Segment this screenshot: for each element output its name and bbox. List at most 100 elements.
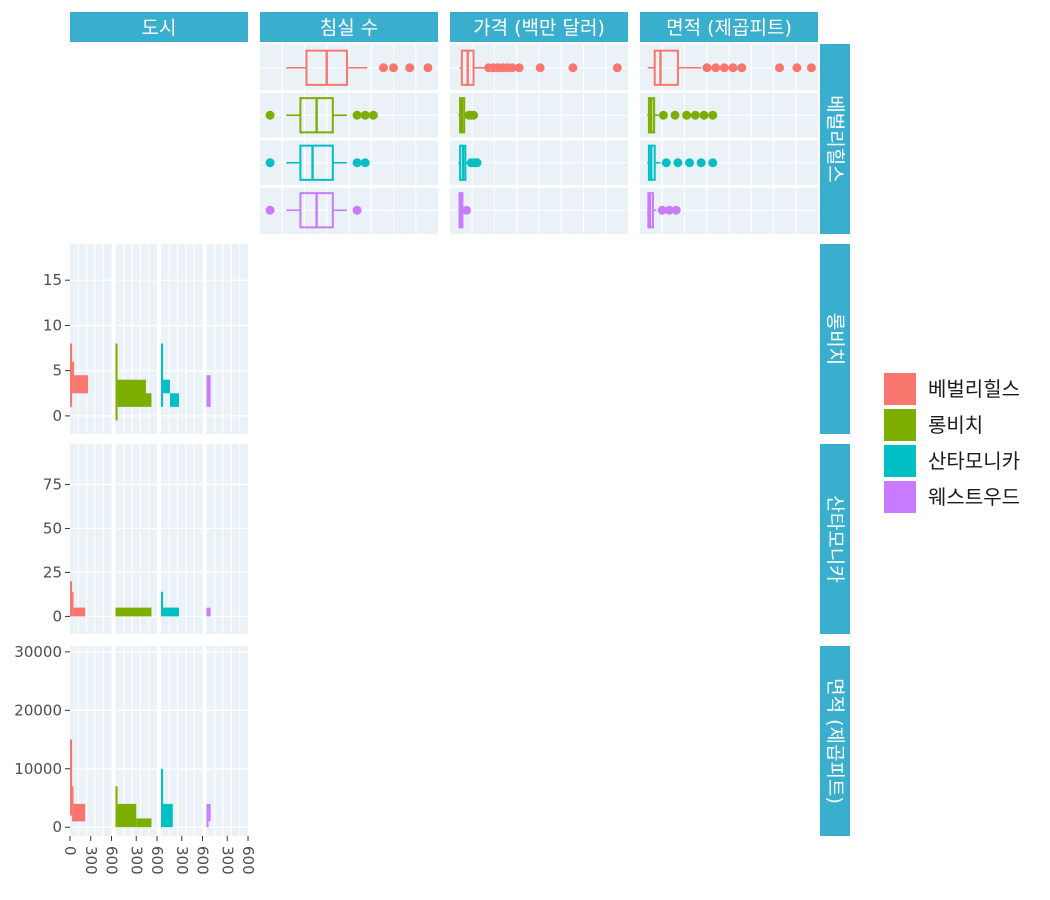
bar (169, 393, 179, 407)
x-tick-label: 600 (194, 846, 212, 875)
x-tick-label: 600 (103, 846, 121, 875)
strip-right-label: 베벌리힐스 (824, 95, 846, 182)
y-tick-label: 10 (43, 316, 62, 334)
bar (136, 818, 152, 828)
bar (206, 607, 211, 617)
bar (70, 581, 73, 617)
x-tick-label: 600 (239, 846, 257, 875)
bar (72, 786, 74, 822)
boxplot-outlier (708, 110, 718, 120)
bar (70, 739, 73, 816)
y-tick-label: 75 (43, 475, 62, 493)
boxplot-outlier (535, 63, 545, 73)
strip-top (260, 12, 438, 42)
boxplot-outlier (737, 63, 747, 73)
strip-right-label: 산타모니카 (824, 495, 846, 582)
bar (117, 803, 137, 828)
legend-label: 롱비치 (928, 413, 983, 437)
boxplot-outlier (657, 205, 667, 215)
boxplot-outlier (423, 63, 433, 73)
bar (73, 607, 86, 617)
boxplot-outlier (670, 110, 680, 120)
y-tick-label: 0 (52, 818, 62, 836)
boxplot-outlier (658, 110, 668, 120)
boxplot-outlier (806, 63, 816, 73)
legend-key (884, 481, 916, 513)
x-tick-label: 300 (127, 846, 145, 875)
boxplot-outlier (368, 110, 378, 120)
legend-key (884, 409, 916, 441)
boxplot-outlier (612, 63, 622, 73)
strip-top-label: 면적 (제곱피트) (666, 17, 792, 39)
boxplot-outlier (352, 205, 362, 215)
strip-top-label: 침실 수 (320, 17, 378, 39)
x-tick-label: 0 (61, 846, 79, 856)
legend-label: 베벌리힐스 (928, 377, 1020, 401)
bar (208, 803, 211, 822)
boxplot-outlier (682, 110, 692, 120)
bar (115, 786, 118, 828)
y-tick-label: 10000 (14, 760, 62, 778)
strip-top (640, 12, 818, 42)
boxplot-outlier (699, 110, 709, 120)
strip-right (820, 44, 850, 234)
boxplot-box (299, 144, 334, 181)
boxplot-outlier (728, 63, 738, 73)
boxplot-outlier (702, 63, 712, 73)
boxplot-outlier (792, 63, 802, 73)
bar (115, 343, 118, 421)
boxplot-outlier (472, 158, 482, 168)
bar (72, 361, 75, 394)
boxplot-outlier (352, 110, 362, 120)
bar (206, 803, 209, 828)
legend-label: 산타모니카 (928, 449, 1020, 473)
strip-top (70, 12, 248, 42)
strip-right-label: 면적 (제곱피트) (824, 678, 846, 804)
boxplot-outlier (265, 158, 275, 168)
strip-top (450, 12, 628, 42)
boxplot-box (653, 49, 679, 86)
y-tick-label: 0 (52, 607, 62, 625)
boxplot-outlier (661, 158, 671, 168)
strip-right (820, 646, 850, 836)
y-tick-label: 25 (43, 563, 62, 581)
boxplot-outlier (568, 63, 578, 73)
bar (70, 343, 73, 407)
bar (163, 607, 179, 617)
boxplot-outlier (719, 63, 729, 73)
boxplot-outlier (389, 63, 399, 73)
y-tick-label: 20000 (14, 701, 62, 719)
boxplot-outlier (265, 205, 275, 215)
bar (73, 803, 86, 822)
boxplot-outlier (265, 110, 275, 120)
bar (161, 343, 164, 407)
boxplot-outlier (462, 205, 472, 215)
bar (206, 375, 211, 407)
boxplot-outlier (352, 158, 362, 168)
bar (163, 379, 170, 394)
boxplot-outlier (514, 63, 524, 73)
x-tick-label: 300 (173, 846, 191, 875)
strip-top-label: 가격 (백만 달러) (473, 17, 605, 39)
x-tick-label: 300 (82, 846, 100, 875)
bar (161, 768, 164, 828)
boxplot-outlier (774, 63, 784, 73)
boxplot-outlier (671, 205, 681, 215)
y-tick-label: 0 (52, 407, 62, 425)
bar (115, 607, 152, 617)
bar (163, 803, 173, 828)
boxplot-outlier (664, 205, 674, 215)
legend-key (884, 373, 916, 405)
x-tick-label: 300 (218, 846, 236, 875)
bar (145, 393, 152, 407)
strip-right-label: 롱비치 (824, 313, 846, 365)
boxplot-outlier (690, 110, 700, 120)
y-tick-label: 50 (43, 519, 62, 537)
boxplot-outlier (360, 158, 370, 168)
boxplot-outlier (360, 110, 370, 120)
strip-right (820, 444, 850, 634)
bar (72, 591, 74, 617)
boxplot-outlier (685, 158, 695, 168)
boxplot-outlier (378, 63, 388, 73)
y-tick-label: 30000 (14, 643, 62, 661)
